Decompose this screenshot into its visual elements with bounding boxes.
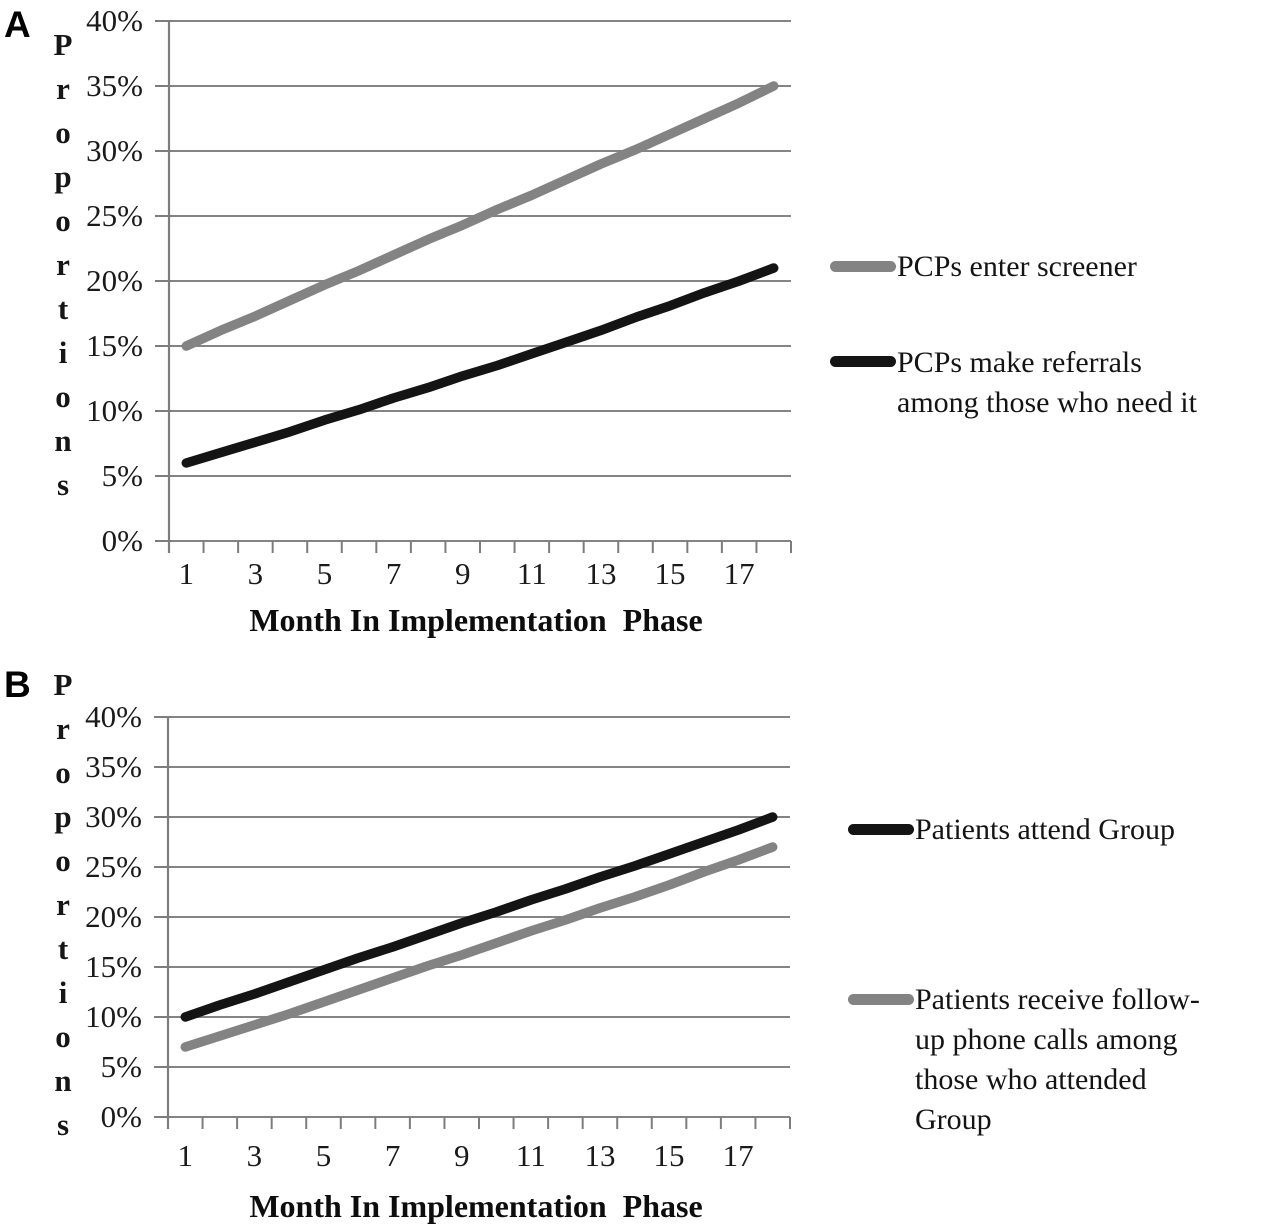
x-tick-label: 13 xyxy=(584,1138,616,1173)
y-tick-label: 35% xyxy=(85,749,142,784)
x-tick-label: 17 xyxy=(722,1138,754,1173)
y-tick-label: 30% xyxy=(85,799,142,834)
x-tick-label: 3 xyxy=(246,1138,263,1173)
y-axis-title-letter: s xyxy=(56,467,70,502)
y-axis-title-letter: n xyxy=(54,423,72,458)
legend-line-swatch xyxy=(848,994,914,1005)
x-tick-label: 9 xyxy=(453,1138,470,1173)
x-tick-label: 1 xyxy=(178,556,195,591)
y-tick-label: 15% xyxy=(86,328,143,363)
series-line-patients-receive-follow-up-phone-calls-among-those-who-attended-group xyxy=(180,842,778,1052)
y-axis-title-letter: n xyxy=(54,1063,72,1098)
y-axis-title-letter: i xyxy=(58,335,68,370)
legend-label: PCPs make referrals among those who need… xyxy=(897,346,1197,419)
y-axis-title-letter: r xyxy=(56,711,70,746)
y-axis-title-letter: o xyxy=(55,755,71,790)
y-tick-label: 5% xyxy=(100,1049,142,1084)
legend-line-swatch xyxy=(830,261,896,272)
x-tick-label: 5 xyxy=(316,556,333,591)
x-tick-label: 5 xyxy=(315,1138,332,1173)
y-axis-title-letter: r xyxy=(56,71,70,106)
series-line-pcps-make-referrals-among-those-who-need-it xyxy=(181,263,779,468)
x-tick-label: 7 xyxy=(384,1138,401,1173)
x-tick-label: 17 xyxy=(723,556,755,591)
x-tick-label: 15 xyxy=(653,1138,685,1173)
series-line-patients-attend-group xyxy=(180,812,778,1022)
y-axis-title-letter: p xyxy=(54,159,72,194)
legend-line-swatch xyxy=(830,356,896,367)
y-tick-label: 25% xyxy=(85,849,142,884)
panel-b-x-axis-title: Month In Implementation Phase xyxy=(249,1188,703,1224)
y-axis-title-letter: i xyxy=(58,975,68,1010)
y-axis-title-letter: o xyxy=(55,379,71,414)
y-tick-label: 20% xyxy=(85,899,142,934)
y-axis-title-letter: t xyxy=(57,931,69,966)
y-tick-label: 5% xyxy=(101,458,143,493)
y-tick-label: 0% xyxy=(100,1099,142,1134)
y-axis-title-letter: s xyxy=(56,1107,70,1142)
x-tick-label: 9 xyxy=(454,556,471,591)
y-axis-title-letter: o xyxy=(55,115,71,150)
y-axis-title-letter: o xyxy=(55,203,71,238)
y-axis-title-letter: o xyxy=(55,1019,71,1054)
y-tick-label: 40% xyxy=(86,3,143,38)
legend-label: PCPs enter screener xyxy=(897,250,1137,283)
panel-a-label: A xyxy=(4,4,31,45)
legend-label: Patients receive follow- up phone calls … xyxy=(915,983,1200,1136)
x-tick-label: 7 xyxy=(385,556,402,591)
legend-label: Patients attend Group xyxy=(915,813,1175,846)
x-tick-label: 1 xyxy=(177,1138,194,1173)
series-line-pcps-enter-screener xyxy=(181,81,779,351)
x-tick-label: 11 xyxy=(515,1138,546,1173)
y-tick-label: 40% xyxy=(85,699,142,734)
x-tick-label: 13 xyxy=(585,556,617,591)
y-tick-label: 15% xyxy=(85,949,142,984)
y-tick-label: 30% xyxy=(86,133,143,168)
y-tick-label: 10% xyxy=(86,393,143,428)
y-axis-title-letter: r xyxy=(56,247,70,282)
y-tick-label: 10% xyxy=(85,999,142,1034)
y-tick-label: 20% xyxy=(86,263,143,298)
x-tick-label: 11 xyxy=(516,556,547,591)
y-axis-title-letter: P xyxy=(53,667,73,702)
y-tick-label: 25% xyxy=(86,198,143,233)
y-tick-label: 0% xyxy=(101,523,143,558)
legend-line-swatch xyxy=(848,824,914,835)
y-axis-title-letter: p xyxy=(54,799,72,834)
y-axis-title-letter: r xyxy=(56,887,70,922)
x-tick-label: 3 xyxy=(247,556,264,591)
panel-b-label: B xyxy=(4,664,31,705)
panel-a-x-axis-title: Month In Implementation Phase xyxy=(249,602,703,638)
y-tick-label: 35% xyxy=(86,68,143,103)
y-axis-title-letter: t xyxy=(57,291,69,326)
x-tick-label: 15 xyxy=(654,556,686,591)
panel-b-plot xyxy=(154,716,791,1129)
y-axis-title-letter: o xyxy=(55,843,71,878)
panel-a-plot xyxy=(155,20,792,553)
y-axis-title-letter: P xyxy=(53,27,73,62)
